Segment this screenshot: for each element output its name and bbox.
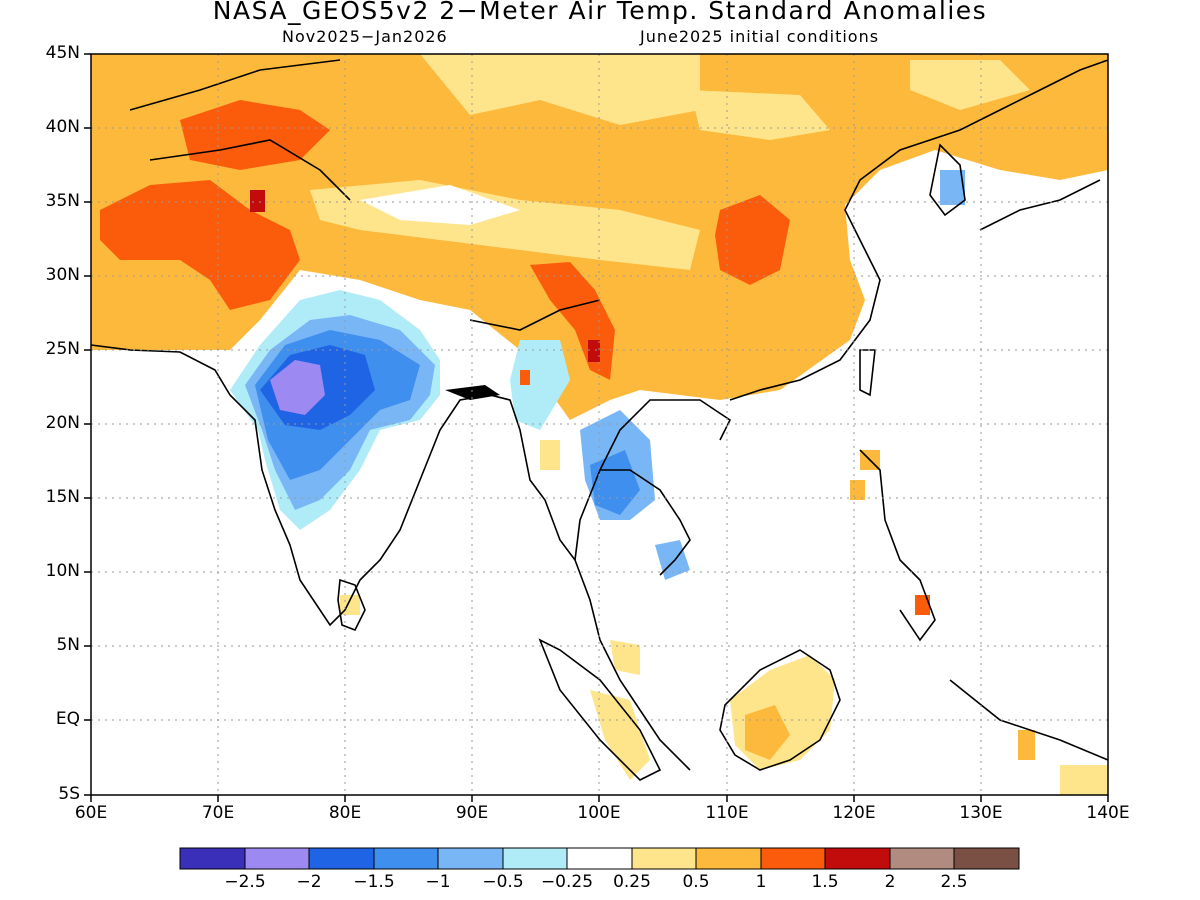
forecast-period: Nov2025−Jan2026: [282, 27, 448, 46]
colorbar-swatch: [953, 847, 1020, 870]
coastlines: [91, 59, 1108, 781]
lat-label: 5S: [58, 784, 80, 804]
colorbar-swatch: [631, 847, 697, 870]
lat-label: 20N: [45, 413, 80, 433]
lon-label: 70E: [201, 803, 235, 823]
colorbar-label: −1: [425, 872, 451, 892]
colorbar-swatch: [308, 847, 375, 870]
colorbar-label: 2.5: [940, 872, 968, 892]
colorbar-swatch: [373, 847, 439, 870]
grid-lines: [91, 54, 1108, 795]
lon-label: 140E: [1086, 803, 1130, 823]
colorbar-swatch: [437, 847, 504, 870]
colorbar-swatch: [502, 847, 568, 870]
colorbar-swatch: [824, 847, 891, 870]
lon-label: 120E: [832, 803, 876, 823]
lon-label: 60E: [74, 803, 108, 823]
colorbar-label: −2.5: [224, 872, 266, 892]
lat-label: 35N: [45, 191, 80, 211]
map-title: NASA_GEOS5v2 2−Meter Air Temp. Standard …: [212, 0, 988, 25]
colorbar-swatch: [566, 847, 633, 870]
colorbar-label: −1.5: [353, 872, 395, 892]
lat-label: 5N: [56, 635, 80, 655]
lat-label: 30N: [45, 265, 80, 285]
colorbar-swatch: [695, 847, 762, 870]
lat-label: 25N: [45, 339, 80, 359]
colorbar-swatch: [179, 847, 246, 870]
colorbar-swatch: [889, 847, 955, 870]
colorbar-label: 2: [884, 872, 896, 892]
colorbar-label: 1.5: [811, 872, 839, 892]
colorbar-label: 0.5: [682, 872, 710, 892]
colorbar-label: 0.25: [613, 872, 651, 892]
axis-ticks: [84, 53, 1109, 802]
lat-label: 45N: [45, 43, 80, 63]
lon-label: 110E: [705, 803, 749, 823]
colorbar-label: 1: [755, 872, 767, 892]
colorbar-label: −0.25: [540, 872, 594, 892]
delta-shading: [445, 385, 500, 400]
lat-label: 10N: [45, 561, 80, 581]
colorbar: [179, 847, 1020, 870]
colorbar-swatch: [760, 847, 826, 870]
lon-label: 130E: [959, 803, 1003, 823]
colorbar-label: −2: [296, 872, 322, 892]
lat-label: EQ: [55, 709, 80, 729]
lat-label: 15N: [45, 487, 80, 507]
lon-label: 80E: [328, 803, 362, 823]
colorbar-label: −0.5: [482, 872, 524, 892]
colorbar-swatch: [244, 847, 310, 870]
lat-label: 40N: [45, 117, 80, 137]
initial-conditions: June2025 initial conditions: [640, 27, 880, 46]
lon-label: 90E: [455, 803, 489, 823]
lon-label: 100E: [577, 803, 621, 823]
